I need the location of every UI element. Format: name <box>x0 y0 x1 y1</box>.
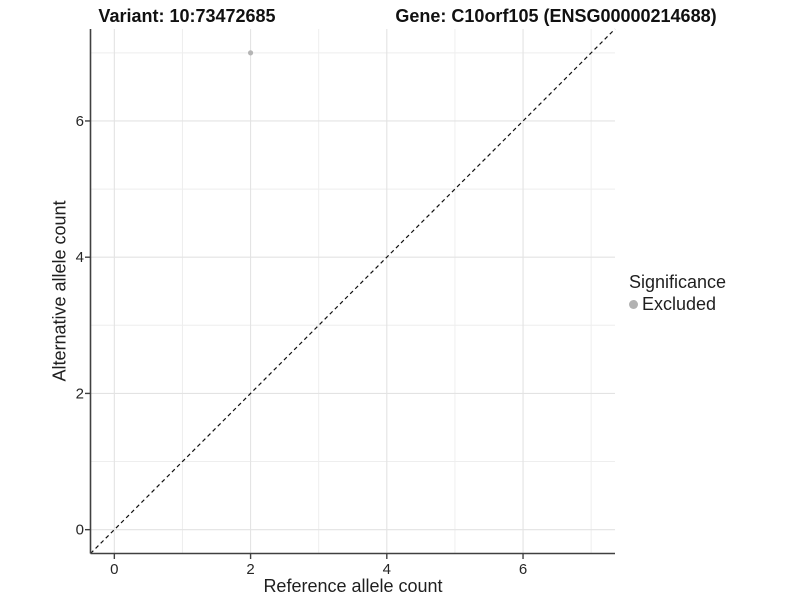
y-tick-label: 6 <box>76 113 84 130</box>
legend: Significance Excluded <box>629 272 726 315</box>
legend-entry-label: Excluded <box>642 294 717 314</box>
x-tick-label: 0 <box>110 561 118 578</box>
identity-line <box>90 28 616 554</box>
y-axis-label: Alternative allele count <box>49 200 70 382</box>
y-tick-label: 0 <box>76 522 84 539</box>
variant-title: Variant: 10:73472685 <box>98 6 276 26</box>
legend-title: Significance <box>629 272 727 292</box>
data-point <box>247 50 254 56</box>
legend-entry: Excluded <box>629 294 726 315</box>
gene-title: Gene: C10orf105 (ENSG00000214688) <box>395 6 717 26</box>
x-axis-label: Reference allele count <box>263 576 443 596</box>
y-tick-label: 2 <box>76 385 84 402</box>
x-tick-label: 6 <box>519 561 527 578</box>
legend-point-icon <box>629 300 638 309</box>
y-tick-label: 4 <box>76 249 84 266</box>
x-tick-label: 2 <box>246 561 254 578</box>
x-tick-label: 4 <box>383 561 391 578</box>
